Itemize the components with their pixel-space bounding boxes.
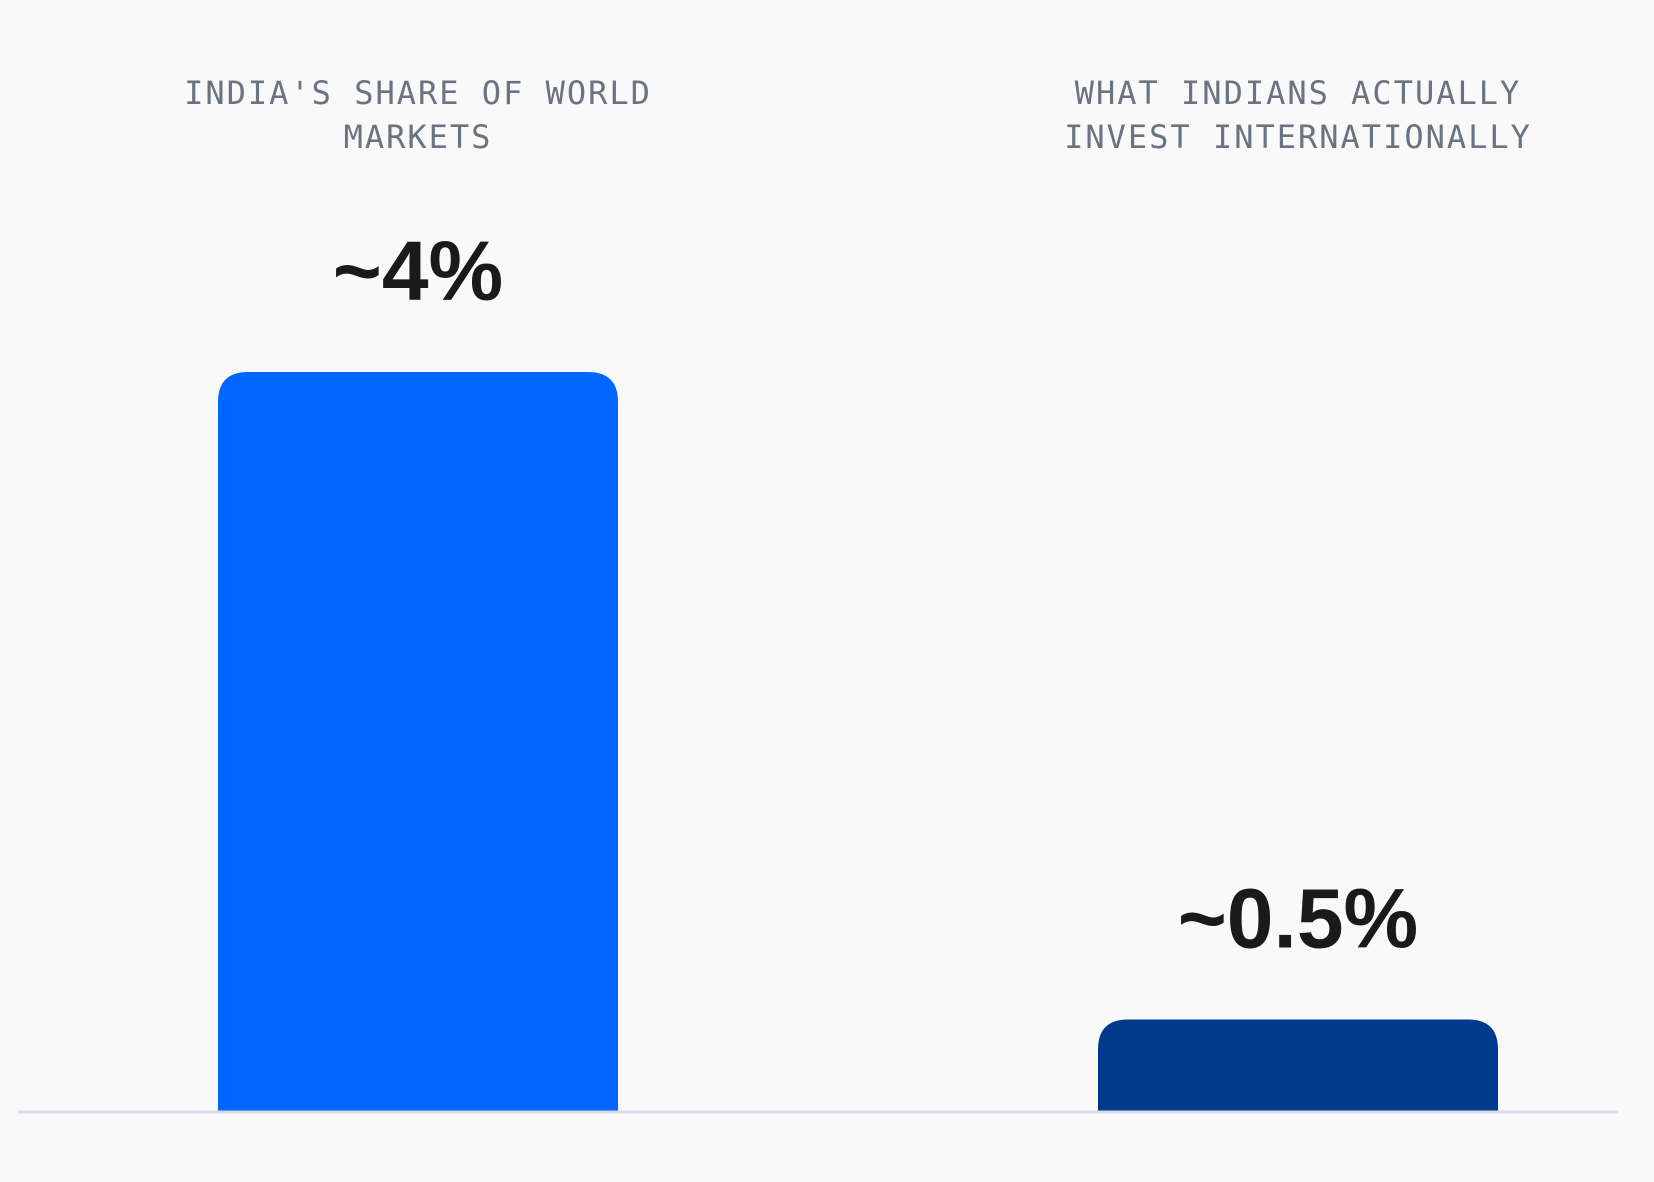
category-labels-group: INDIA'S SHARE OF WORLD MARKETS WHAT INDIAN… [184,74,1532,156]
bar-1 [218,372,618,1112]
category-label-2: WHAT INDIANS ACTUALLY INVEST INTERNATIONA… [1064,74,1532,156]
value-label-2: ~0.5% [1178,872,1419,966]
category-label-1: INDIA'S SHARE OF WORLD MARKETS [184,74,652,156]
bar-2 [1098,1019,1498,1112]
value-label-1: ~4% [333,224,503,318]
value-labels-group: ~4% ~0.5% [333,224,1418,966]
bars-group [218,372,1498,1112]
